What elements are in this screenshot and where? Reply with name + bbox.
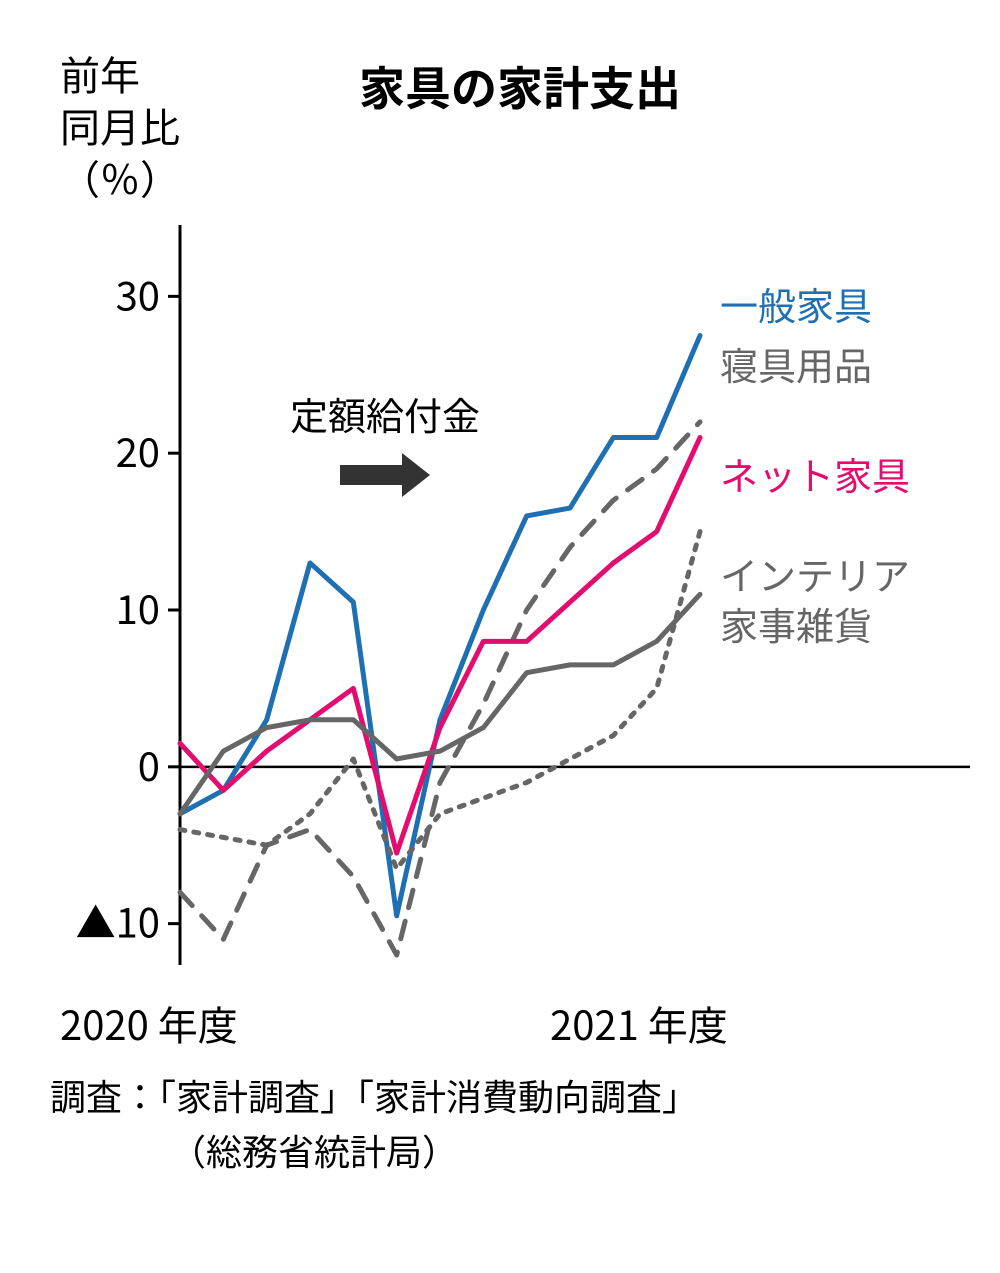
legend-label-bedding: 寝具用品 (720, 336, 872, 391)
y-axis-title-line: （％） (60, 148, 180, 206)
legend-label-interior: インテリア (720, 546, 910, 601)
chart-title: 家具の家計支出 (359, 53, 681, 119)
y-axis-title-line: 前年 (60, 44, 140, 102)
x-label-right: 2021 年度 (550, 994, 728, 1052)
y-tick-label: 20 (116, 421, 160, 479)
legend-label-general: 一般家具 (720, 276, 872, 331)
y-axis-title-line: 同月比 (60, 96, 180, 154)
legend-label-household: 家事雑貨 (720, 596, 872, 651)
annotation-arrow-shaft (340, 465, 402, 485)
annotation-label: 定額給付金 (290, 386, 480, 441)
y-tick-label: 10 (116, 578, 160, 636)
legend-label-net: ネット家具 (720, 446, 910, 501)
x-label-left: 2020 年度 (60, 994, 238, 1052)
y-tick-label: 0 (138, 735, 160, 793)
source-line: 調査：「家計調査」「家計消費動向調査」 (50, 1069, 698, 1121)
source-line: （総務省統計局） (170, 1124, 458, 1176)
y-tick-label: ▲10 (76, 892, 160, 950)
y-tick-label: 30 (116, 264, 160, 322)
chart-svg: 家具の家計支出 前年同月比（％） 30 20 10 0 ▲10 定額給付金 一般家具寝具用品ネッ… (0, 0, 1000, 1273)
furniture-spending-chart: 家具の家計支出 前年同月比（％） 30 20 10 0 ▲10 定額給付金 一般家具寝具用品ネッ… (0, 0, 1000, 1273)
